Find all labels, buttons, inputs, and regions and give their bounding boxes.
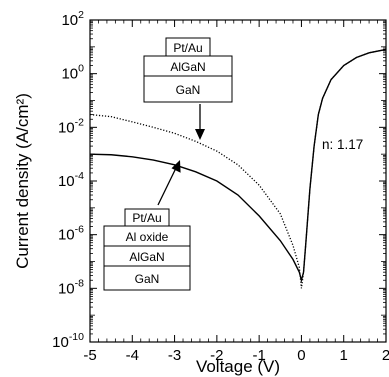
top-stack-label-1: Pt/Au (173, 41, 202, 55)
series-1-solid-line (89, 48, 387, 284)
x-tick-label-5: 0 (297, 347, 305, 364)
bottom-stack-box-4 (103, 265, 191, 291)
top-layer-stack: Pt/Au AlGaN GaN (143, 37, 233, 103)
y-axis-ticks: 102 100 10-2 10-4 10-6 10-8 10-10 (52, 9, 386, 351)
top-stack-arrowhead (195, 129, 205, 140)
y-tick-label-4: 10-6 (58, 224, 84, 244)
series-layer (89, 48, 387, 289)
bottom-stack-label-4: GaN (135, 272, 160, 286)
ideality-factor-label: n: 1.17 (322, 137, 363, 152)
x-tick-label-0: -5 (83, 347, 96, 364)
bottom-stack-label-3: AlGaN (129, 250, 164, 264)
y-tick-label-1: 100 (61, 63, 84, 83)
y-tick-label-5: 10-8 (58, 277, 84, 297)
bottom-stack-arrow (157, 167, 177, 206)
y-tick-label-3: 10-4 (58, 170, 84, 190)
top-stack-box-3 (143, 75, 233, 103)
x-axis-label: Voltage (V) (196, 357, 280, 376)
y-tick-label-6: 10-10 (52, 331, 84, 351)
x-tick-label-3: -2 (210, 347, 223, 364)
x-tick-label-7: 2 (382, 347, 389, 364)
bottom-stack-arrowhead (171, 160, 181, 173)
x-tick-label-4: -1 (252, 347, 265, 364)
x-axis-ticks: -5 -4 -3 -2 -1 0 1 2 (83, 20, 389, 364)
y-axis-label: Current density (A/cm²) (13, 93, 32, 269)
bottom-stack-label-2: Al oxide (126, 230, 169, 244)
x-minor-ticks (98, 20, 378, 342)
y-tick-label-2: 10-2 (58, 116, 84, 136)
bottom-stack-label-1: Pt/Au (132, 211, 161, 225)
y-tick-label-0: 102 (61, 9, 84, 29)
top-stack-label-3: GaN (176, 83, 201, 97)
top-stack-label-2: AlGaN (170, 60, 205, 74)
x-tick-label-6: 1 (340, 347, 348, 364)
x-tick-label-1: -4 (126, 347, 139, 364)
x-tick-label-2: -3 (168, 347, 181, 364)
bottom-layer-stack: Pt/Au Al oxide AlGaN GaN (103, 208, 191, 291)
